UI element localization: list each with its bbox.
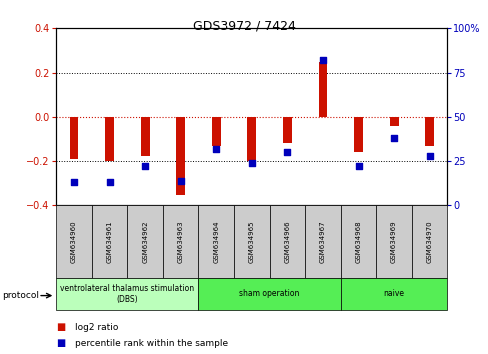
Bar [340,205,376,278]
Bar [269,205,305,278]
Point [141,164,149,169]
Bar [411,205,447,278]
Bar [340,278,447,310]
Text: ■: ■ [56,322,65,332]
Bar [318,62,327,117]
Text: percentile rank within the sample: percentile rank within the sample [75,339,227,348]
Bar [353,117,362,152]
Bar [56,205,92,278]
Bar [198,205,234,278]
Bar [163,205,198,278]
Text: GSM634967: GSM634967 [319,220,325,263]
Point [425,153,433,159]
Text: GSM634968: GSM634968 [355,220,361,263]
Text: ■: ■ [56,338,65,348]
Bar [92,205,127,278]
Bar [69,117,78,159]
Bar [105,117,114,161]
Point [212,146,220,152]
Bar [198,278,340,310]
Text: GSM634969: GSM634969 [390,220,396,263]
Point [389,135,397,141]
Point [354,164,362,169]
Text: GSM634962: GSM634962 [142,220,148,263]
Bar [425,117,433,145]
Bar [234,205,269,278]
Text: protocol: protocol [2,291,40,300]
Text: GSM634963: GSM634963 [177,220,183,263]
Text: naive: naive [383,289,404,298]
Bar [376,205,411,278]
Bar [283,117,291,143]
Point [70,179,78,185]
Bar [389,117,398,126]
Text: ventrolateral thalamus stimulation
(DBS): ventrolateral thalamus stimulation (DBS) [60,284,194,303]
Text: GDS3972 / 7424: GDS3972 / 7424 [193,19,295,33]
Bar [56,278,198,310]
Point [283,149,291,155]
Text: sham operation: sham operation [239,289,299,298]
Text: GSM634964: GSM634964 [213,220,219,263]
Point [318,57,326,63]
Text: GSM634965: GSM634965 [248,220,254,263]
Point [247,160,255,166]
Text: GSM634970: GSM634970 [426,220,432,263]
Bar [211,117,220,145]
Text: log2 ratio: log2 ratio [75,323,118,332]
Bar [247,117,256,161]
Text: GSM634961: GSM634961 [106,220,112,263]
Bar [141,117,149,155]
Text: GSM634960: GSM634960 [71,220,77,263]
Text: GSM634966: GSM634966 [284,220,290,263]
Bar [176,117,185,195]
Point [105,179,113,185]
Bar [127,205,163,278]
Bar [305,205,340,278]
Point [177,178,184,183]
